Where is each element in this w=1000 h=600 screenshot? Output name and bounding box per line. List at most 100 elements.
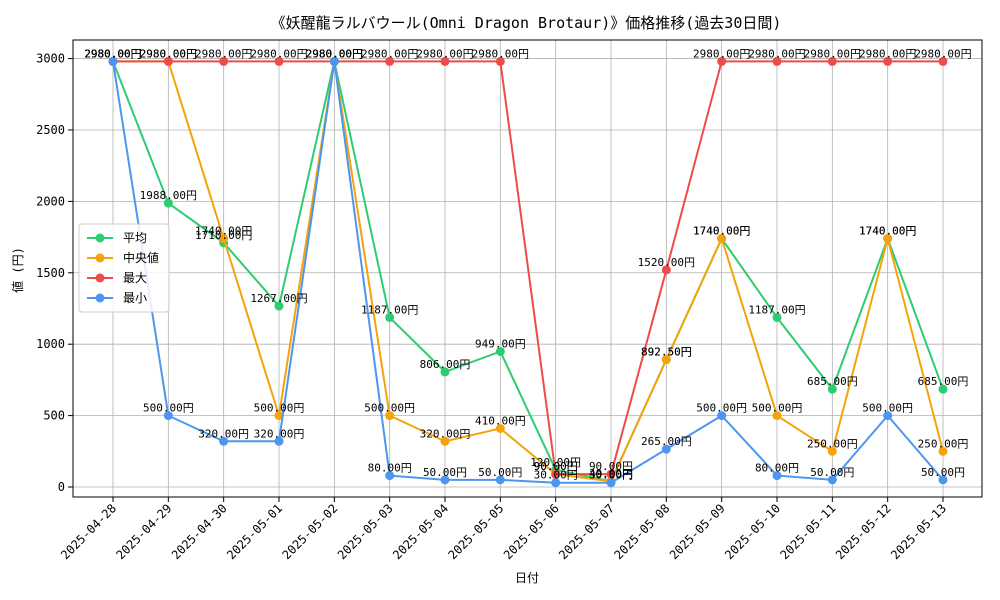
- data-point: [385, 471, 395, 481]
- data-point: [938, 384, 948, 394]
- x-tick-label: 2025-05-09: [667, 501, 728, 562]
- data-label: 250.00円: [807, 437, 858, 450]
- data-label: 40.00円: [589, 467, 633, 480]
- data-point: [883, 56, 893, 66]
- x-tick-label: 2025-05-01: [224, 501, 285, 562]
- data-label: 1988.00円: [140, 189, 197, 202]
- data-point: [440, 436, 450, 446]
- data-point: [883, 234, 893, 244]
- data-point: [827, 446, 837, 456]
- y-tick-label: 1500: [36, 266, 65, 280]
- data-point: [329, 56, 339, 66]
- x-tick-label: 2025-04-28: [58, 501, 119, 562]
- data-point: [440, 56, 450, 66]
- data-point: [495, 346, 505, 356]
- data-label: 2980.00円: [859, 47, 916, 60]
- data-label: 40.00円: [589, 467, 633, 480]
- series-line: [113, 60, 944, 483]
- data-point: [385, 312, 395, 322]
- x-tick-label: 2025-04-29: [113, 501, 174, 562]
- x-tick-label: 2025-05-12: [833, 501, 894, 562]
- data-label: 500.00円: [862, 402, 913, 415]
- data-label: 2980.00円: [306, 47, 363, 60]
- x-tick-label: 2025-05-02: [279, 501, 340, 562]
- data-label: 2980.00円: [140, 47, 197, 60]
- data-point: [938, 446, 948, 456]
- x-tick-label: 2025-05-08: [611, 501, 672, 562]
- data-label: 120.00円: [530, 456, 581, 469]
- data-point: [661, 444, 671, 454]
- data-label: 2980.00円: [306, 47, 363, 60]
- y-tick-label: 1000: [36, 337, 65, 351]
- data-label: 949.00円: [475, 337, 526, 350]
- x-axis-ticks: 2025-04-282025-04-292025-04-302025-05-01…: [58, 497, 949, 562]
- data-label: 2980.00円: [472, 47, 529, 60]
- data-label: 90.00円: [534, 460, 578, 473]
- data-point: [661, 355, 671, 365]
- data-label: 410.00円: [475, 414, 526, 427]
- data-point: [440, 475, 450, 485]
- x-tick-label: 2025-05-05: [445, 501, 506, 562]
- data-label: 30.00円: [534, 469, 578, 482]
- x-axis-label: 日付: [515, 571, 539, 585]
- data-label: 80.00円: [755, 462, 799, 475]
- data-point: [717, 234, 727, 244]
- data-point: [772, 411, 782, 421]
- data-label: 265.00円: [641, 435, 692, 448]
- y-tick-label: 3000: [36, 52, 65, 66]
- legend-label: 平均: [123, 231, 147, 245]
- data-labels: 2980.00円 1988.00円 1710.00円 1267.00円 2980.00円…: [84, 47, 971, 481]
- data-label: 1187.00円: [748, 303, 805, 316]
- data-label: 1520.00円: [638, 256, 695, 269]
- data-point: [274, 411, 284, 421]
- data-label: 2980.00円: [416, 47, 473, 60]
- legend-item: 最小: [87, 291, 147, 305]
- y-axis-label: 値 (円): [10, 247, 25, 293]
- data-point: [108, 56, 118, 66]
- data-label: 2980.00円: [250, 47, 307, 60]
- x-tick-label: 2025-05-07: [556, 501, 617, 562]
- plot-frame: [72, 39, 983, 498]
- legend-item: 平均: [87, 231, 147, 245]
- data-point: [772, 56, 782, 66]
- data-label: 320.00円: [420, 427, 471, 440]
- legend-swatch-marker: [95, 273, 105, 283]
- data-label: 2980.00円: [140, 47, 197, 60]
- data-point: [827, 475, 837, 485]
- legend-box: [78, 223, 170, 313]
- data-label: 1740.00円: [195, 225, 252, 238]
- data-point: [938, 56, 948, 66]
- data-label: 50.00円: [478, 466, 522, 479]
- data-point: [772, 471, 782, 481]
- data-label: 2980.00円: [306, 47, 363, 60]
- x-tick-label: 2025-05-11: [777, 501, 838, 562]
- data-label: 80.00円: [368, 462, 412, 475]
- data-label: 2980.00円: [84, 47, 141, 60]
- data-label: 2980.00円: [748, 47, 805, 60]
- data-point: [385, 411, 395, 421]
- data-label: 892.50円: [641, 346, 692, 359]
- series-line: [112, 61, 944, 483]
- data-point: [219, 56, 229, 66]
- y-tick-label: 2500: [36, 123, 65, 137]
- data-label: 2980.00円: [804, 47, 861, 60]
- data-label: 2980.00円: [84, 47, 141, 60]
- data-label: 500.00円: [752, 402, 803, 415]
- data-label: 500.00円: [364, 402, 415, 415]
- data-label: 320.00円: [198, 427, 249, 440]
- series-最大: [108, 56, 948, 479]
- data-point: [163, 56, 173, 66]
- data-label: 2980.00円: [361, 47, 418, 60]
- data-point: [827, 384, 837, 394]
- data-label: 320.00円: [254, 427, 305, 440]
- data-label: 30.00円: [589, 469, 633, 482]
- series-最小: [108, 56, 948, 488]
- data-label: 50.00円: [423, 466, 467, 479]
- legend-label: 中央値: [123, 250, 159, 265]
- series-line: [113, 60, 943, 476]
- legend-item: 中央値: [87, 250, 159, 265]
- data-point: [551, 469, 561, 479]
- x-tick-label: 2025-05-03: [335, 501, 396, 562]
- data-label: 685.00円: [918, 375, 969, 388]
